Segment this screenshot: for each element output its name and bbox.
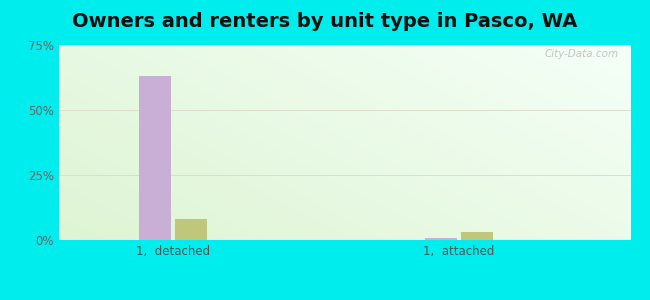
Bar	[138, 76, 170, 240]
Text: City-Data.com: City-Data.com	[545, 49, 619, 59]
Bar	[176, 219, 207, 240]
Text: Owners and renters by unit type in Pasco, WA: Owners and renters by unit type in Pasco…	[72, 12, 578, 31]
Bar	[462, 232, 493, 240]
Bar	[424, 238, 456, 240]
